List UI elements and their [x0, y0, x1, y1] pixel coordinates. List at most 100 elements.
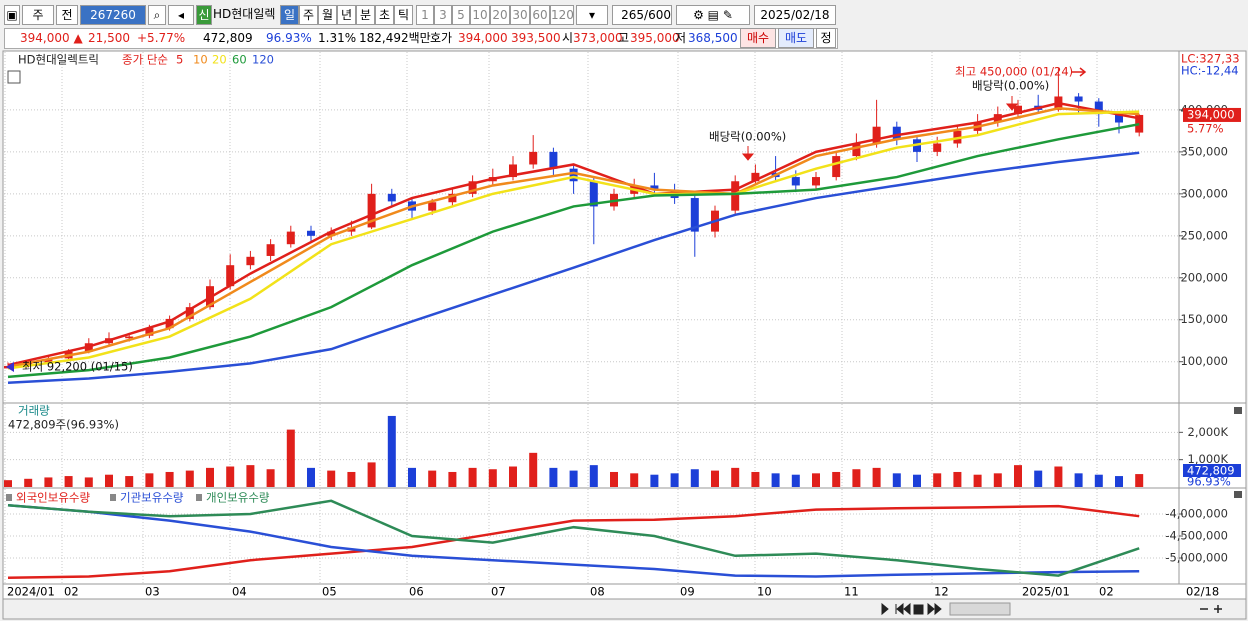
price-arrow: ▲: [73, 31, 83, 45]
volume-bar: [771, 473, 780, 487]
sound-button[interactable]: ◂: [168, 5, 194, 25]
interval-button[interactable]: 120: [550, 5, 574, 25]
price: 394,000 ▲: [20, 29, 83, 47]
volume-bar: [670, 473, 679, 487]
line: [7, 151, 1140, 384]
period-button[interactable]: 월: [318, 5, 337, 25]
menu-icon[interactable]: ▣: [4, 5, 20, 25]
candle-body: [852, 143, 861, 157]
volume-bar: [145, 473, 154, 487]
prev-button[interactable]: 전: [56, 5, 78, 25]
candle-body: [246, 256, 255, 266]
period-button[interactable]: 초: [375, 5, 394, 25]
period-button[interactable]: 년: [337, 5, 356, 25]
x-tick-label: 02: [1099, 585, 1114, 599]
buy-button[interactable]: 매수: [740, 28, 776, 48]
interval-button[interactable]: 30: [510, 5, 530, 25]
period-button[interactable]: 주: [299, 5, 318, 25]
hc-label: HC:-12,44: [1181, 64, 1239, 78]
annotation-arrow: [741, 96, 1019, 161]
interval-button[interactable]: 20: [490, 5, 510, 25]
interval-button[interactable]: 60: [530, 5, 550, 25]
zoom-controls[interactable]: [1200, 605, 1222, 613]
scroll-thumb[interactable]: [949, 602, 1011, 616]
volume-bar: [650, 474, 659, 487]
candle-body: [185, 307, 194, 319]
period-button[interactable]: 일: [280, 5, 299, 25]
volume-bar: [549, 467, 558, 487]
candle-body: [589, 181, 598, 207]
candle-body: [751, 172, 760, 182]
legend-entry: 20: [212, 53, 227, 67]
candle-body: [509, 164, 517, 178]
last-volume: 472,809: [1187, 464, 1235, 478]
candle-body: [226, 265, 235, 287]
y-tick-label: 350,000: [1180, 144, 1228, 158]
panel-icon[interactable]: [7, 70, 21, 84]
volume-bar: [367, 462, 376, 487]
bid-label: 호가: [430, 31, 453, 45]
tool-icons[interactable]: ⚙ ▤ ✎: [676, 5, 750, 25]
code-input[interactable]: 267260: [80, 5, 146, 25]
candle-body: [1135, 114, 1144, 133]
sell-button[interactable]: 매도: [778, 28, 814, 48]
market-select[interactable]: 주: [22, 5, 54, 25]
volume-ratio: 96.93%: [266, 31, 312, 45]
volume-bar: [690, 469, 699, 487]
legend-entry: 외국인보유수량: [16, 491, 90, 505]
candle-body: [327, 231, 336, 236]
candle-body: [549, 151, 558, 169]
interval-button[interactable]: 1: [416, 5, 434, 25]
x-tick-label: 10: [757, 585, 772, 599]
y-tick-label: 300,000: [1180, 186, 1228, 200]
fix-button[interactable]: 정: [816, 28, 836, 48]
volume-bar: [569, 470, 578, 487]
candle-body: [529, 151, 538, 165]
volume-bar: [448, 471, 457, 487]
volume-bar: [44, 477, 53, 487]
interval-button[interactable]: 10: [470, 5, 490, 25]
volume-bar: [791, 474, 800, 487]
volume-bar: [1135, 474, 1144, 487]
panel-icon[interactable]: [1234, 407, 1242, 414]
candle-body: [1115, 114, 1123, 123]
chart-subtitle: 종가 단순: [122, 53, 168, 67]
volume-bar: [246, 465, 255, 487]
x-tick-label: 07: [491, 585, 506, 599]
legend-entry: 120: [252, 53, 274, 67]
interval-button[interactable]: 5: [452, 5, 470, 25]
candle-body: [367, 193, 376, 228]
scroll-controls[interactable]: [881, 602, 942, 616]
candle-body: [286, 231, 295, 245]
volume-bar: [387, 415, 396, 487]
volume-bar: [509, 466, 517, 487]
candle-body: [44, 359, 53, 364]
volume-bar: [1014, 465, 1022, 487]
line: [7, 106, 1140, 368]
volume-bar: [206, 467, 214, 487]
y-tick-label: 2,000K: [1188, 425, 1229, 439]
interval-button[interactable]: 3: [434, 5, 452, 25]
low: 368,500: [688, 31, 738, 45]
volume-bar: [286, 429, 295, 487]
period-button[interactable]: 분: [356, 5, 375, 25]
x-tick-label: 2024/01: [7, 585, 55, 599]
interval-select[interactable]: ▾: [576, 5, 608, 25]
scrollbar[interactable]: [2, 598, 1247, 620]
candle-body: [1014, 105, 1022, 115]
panel-icon[interactable]: [1234, 491, 1242, 498]
volume-bar: [953, 471, 962, 487]
y-tick-label: -5,000,000: [1165, 551, 1228, 565]
panel-title: 거래량: [18, 404, 50, 418]
volume-bar: [266, 469, 275, 487]
last-pct: 5.77%: [1187, 121, 1224, 135]
legend-marker: [110, 494, 116, 501]
x-tick-label: 08: [590, 585, 605, 599]
x-tick-label: 06: [409, 585, 424, 599]
date-input[interactable]: 2025/02/18: [754, 5, 836, 25]
search-button[interactable]: ⌕: [148, 5, 166, 25]
period-button[interactable]: 틱: [394, 5, 413, 25]
ask: 394,000: [458, 31, 508, 45]
count-input[interactable]: 265/600: [612, 5, 672, 25]
candle-body: [145, 328, 154, 336]
